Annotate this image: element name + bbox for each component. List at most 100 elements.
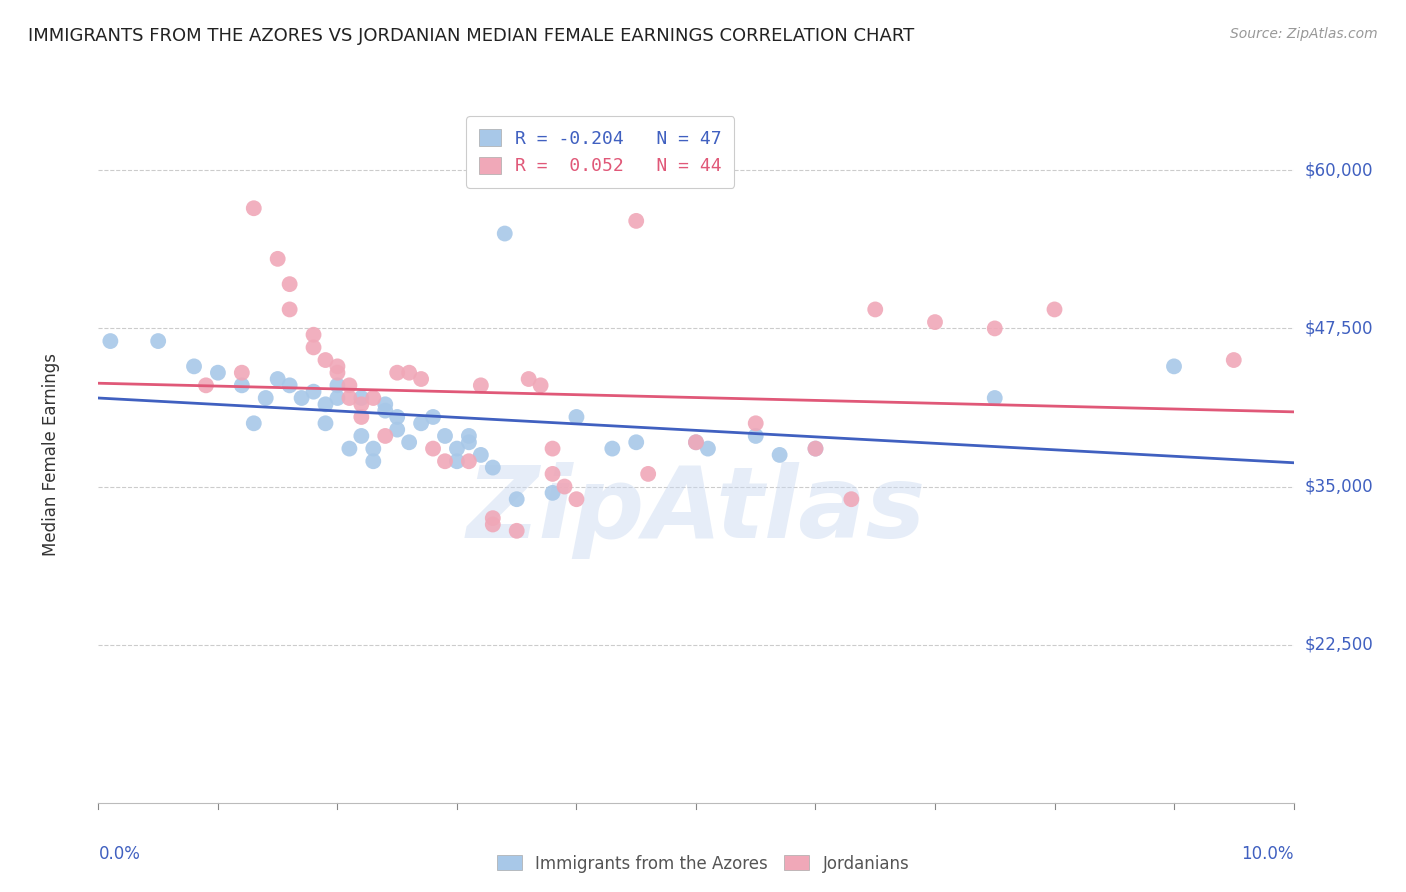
- Text: $35,000: $35,000: [1305, 477, 1374, 496]
- Point: [363, 442, 385, 456]
- Text: 10.0%: 10.0%: [1241, 845, 1294, 863]
- Point: [624, 435, 647, 450]
- Point: [924, 315, 946, 329]
- Point: [350, 391, 373, 405]
- Point: [1163, 359, 1185, 374]
- Point: [350, 409, 373, 424]
- Point: [481, 511, 505, 525]
- Point: [363, 454, 385, 468]
- Point: [865, 302, 887, 317]
- Point: [148, 334, 170, 348]
- Point: [624, 214, 647, 228]
- Point: [385, 409, 409, 424]
- Point: [207, 366, 229, 380]
- Point: [434, 454, 457, 468]
- Point: [517, 372, 540, 386]
- Point: [411, 417, 433, 431]
- Point: [565, 409, 588, 424]
- Point: [685, 435, 707, 450]
- Point: [841, 492, 863, 507]
- Text: Source: ZipAtlas.com: Source: ZipAtlas.com: [1230, 27, 1378, 41]
- Point: [326, 366, 349, 380]
- Text: $22,500: $22,500: [1305, 636, 1374, 654]
- Point: [302, 384, 325, 399]
- Point: [745, 417, 768, 431]
- Point: [183, 359, 205, 374]
- Text: $47,500: $47,500: [1305, 319, 1374, 337]
- Text: 0.0%: 0.0%: [98, 845, 141, 863]
- Point: [1043, 302, 1066, 317]
- Point: [554, 479, 576, 493]
- Point: [243, 417, 266, 431]
- Point: [374, 403, 396, 417]
- Point: [374, 397, 396, 411]
- Point: [363, 391, 385, 405]
- Point: [385, 366, 409, 380]
- Point: [458, 435, 481, 450]
- Point: [385, 423, 409, 437]
- Text: Median Female Earnings: Median Female Earnings: [42, 353, 59, 557]
- Point: [1223, 353, 1246, 368]
- Point: [98, 334, 122, 348]
- Point: [231, 366, 253, 380]
- Point: [600, 442, 623, 456]
- Point: [565, 492, 588, 507]
- Point: [231, 378, 253, 392]
- Point: [541, 442, 564, 456]
- Point: [290, 391, 312, 405]
- Point: [446, 442, 468, 456]
- Point: [804, 442, 827, 456]
- Point: [458, 454, 481, 468]
- Point: [339, 391, 360, 405]
- Point: [326, 391, 349, 405]
- Point: [470, 448, 492, 462]
- Point: [267, 252, 290, 266]
- Point: [422, 442, 444, 456]
- Point: [243, 201, 266, 215]
- Point: [458, 429, 481, 443]
- Point: [637, 467, 659, 481]
- Point: [506, 492, 529, 507]
- Point: [398, 435, 420, 450]
- Point: [434, 429, 457, 443]
- Point: [983, 321, 1005, 335]
- Point: [541, 467, 564, 481]
- Point: [446, 454, 468, 468]
- Point: [481, 517, 505, 532]
- Point: [339, 378, 360, 392]
- Point: [685, 435, 707, 450]
- Point: [326, 359, 349, 374]
- Point: [339, 442, 360, 456]
- Point: [481, 460, 505, 475]
- Point: [267, 372, 290, 386]
- Point: [768, 448, 790, 462]
- Point: [422, 409, 444, 424]
- Text: IMMIGRANTS FROM THE AZORES VS JORDANIAN MEDIAN FEMALE EARNINGS CORRELATION CHART: IMMIGRANTS FROM THE AZORES VS JORDANIAN …: [28, 27, 914, 45]
- Point: [470, 378, 492, 392]
- Point: [506, 524, 529, 538]
- Point: [254, 391, 277, 405]
- Text: $60,000: $60,000: [1305, 161, 1374, 179]
- Point: [697, 442, 720, 456]
- Point: [350, 397, 373, 411]
- Point: [804, 442, 827, 456]
- Point: [983, 391, 1005, 405]
- Point: [374, 429, 396, 443]
- Text: ZipAtlas: ZipAtlas: [467, 462, 925, 559]
- Point: [278, 378, 301, 392]
- Point: [315, 397, 337, 411]
- Point: [194, 378, 218, 392]
- Point: [278, 302, 301, 317]
- Point: [494, 227, 516, 241]
- Point: [315, 353, 337, 368]
- Point: [326, 378, 349, 392]
- Point: [398, 366, 420, 380]
- Point: [302, 327, 325, 342]
- Point: [745, 429, 768, 443]
- Legend: R = -0.204   N = 47, R =  0.052   N = 44: R = -0.204 N = 47, R = 0.052 N = 44: [467, 116, 734, 188]
- Point: [411, 372, 433, 386]
- Point: [529, 378, 551, 392]
- Point: [278, 277, 301, 292]
- Point: [350, 429, 373, 443]
- Point: [541, 486, 564, 500]
